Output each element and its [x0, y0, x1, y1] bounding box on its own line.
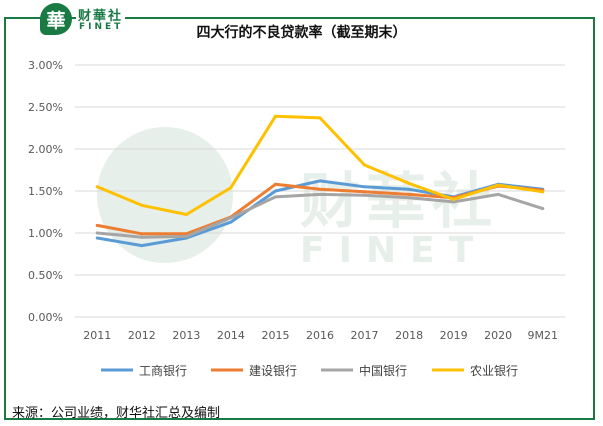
finet-logo: 華 — [40, 3, 72, 35]
y-tick-label: 0.50% — [28, 269, 63, 282]
data-point — [229, 216, 233, 220]
data-point — [229, 220, 233, 224]
data-point — [407, 187, 411, 191]
series-lines — [95, 114, 545, 248]
data-point — [407, 181, 411, 185]
legend-item: 农业银行 — [432, 364, 518, 378]
x-tick-label: 2014 — [217, 329, 245, 342]
legend-label: 农业银行 — [470, 364, 518, 378]
data-point — [363, 190, 367, 194]
data-point — [363, 163, 367, 167]
data-point — [140, 244, 144, 248]
data-point — [95, 185, 99, 189]
data-point — [407, 192, 411, 196]
series-3 — [95, 114, 545, 217]
legend-item: 中国银行 — [321, 363, 407, 378]
x-tick-label: 2020 — [484, 329, 512, 342]
y-axis-ticks: 0.00% 0.50% 1.00% 1.50% 2.00% 2.50% 3.00% — [28, 59, 63, 324]
x-axis-ticks: 2011 2012 2013 2014 2015 2016 2017 2018 2019 2020… — [83, 329, 558, 342]
chart-title: 四大行的不良贷款率（截至期末） — [196, 25, 407, 41]
data-point — [496, 183, 500, 187]
legend: 工商银行 建设银行 中国银行 农业银行 — [101, 363, 518, 378]
data-point — [452, 197, 456, 201]
data-point — [140, 232, 144, 236]
y-tick-label: 1.50% — [28, 185, 63, 198]
data-point — [184, 213, 188, 217]
source-note: 来源：公司业绩，财华社汇总及编制 — [12, 406, 221, 421]
x-tick-label: 2013 — [172, 329, 200, 342]
data-point — [273, 114, 277, 118]
data-point — [229, 186, 233, 190]
x-tick-label: 2017 — [351, 329, 379, 342]
data-point — [273, 189, 277, 193]
data-point — [318, 192, 322, 196]
x-tick-label: 9M21 — [527, 329, 558, 342]
x-tick-label: 2011 — [83, 329, 111, 342]
data-point — [407, 196, 411, 200]
data-point — [363, 193, 367, 197]
x-tick-label: 2012 — [128, 329, 156, 342]
data-point — [95, 231, 99, 235]
x-tick-label: 2015 — [261, 329, 289, 342]
legend-label: 建设银行 — [249, 364, 297, 378]
data-point — [184, 234, 188, 238]
y-tick-label: 1.00% — [28, 227, 63, 240]
data-point — [318, 116, 322, 120]
watermark-text-en: FINET — [300, 230, 487, 271]
legend-label: 工商银行 — [139, 363, 187, 378]
data-point — [541, 190, 545, 194]
y-tick-label: 0.00% — [28, 311, 63, 324]
data-point — [318, 187, 322, 191]
data-point — [318, 179, 322, 183]
data-point — [273, 182, 277, 186]
y-tick-label: 3.00% — [28, 59, 63, 72]
legend-item: 建设银行 — [211, 364, 297, 378]
watermark-text-cn: 财華社 — [300, 167, 498, 237]
legend-label: 中国银行 — [359, 363, 407, 378]
x-tick-label: 2019 — [440, 329, 468, 342]
legend-item: 工商银行 — [101, 363, 187, 378]
data-point — [273, 195, 277, 199]
data-point — [452, 200, 456, 204]
data-point — [140, 235, 144, 239]
series-2 — [95, 192, 545, 239]
logo-glyph: 華 — [46, 9, 66, 32]
data-point — [496, 192, 500, 196]
data-point — [95, 223, 99, 227]
gridlines — [75, 64, 565, 318]
y-tick-label: 2.00% — [28, 143, 63, 156]
x-tick-label: 2016 — [306, 329, 334, 342]
data-point — [363, 185, 367, 189]
brand-name-cn: 财華社 — [76, 5, 126, 24]
brand-name-en: FINET — [77, 22, 126, 32]
x-tick-label: 2018 — [395, 329, 423, 342]
data-point — [140, 203, 144, 207]
y-tick-label: 2.50% — [28, 101, 63, 114]
data-point — [95, 236, 99, 240]
data-point — [541, 207, 545, 211]
